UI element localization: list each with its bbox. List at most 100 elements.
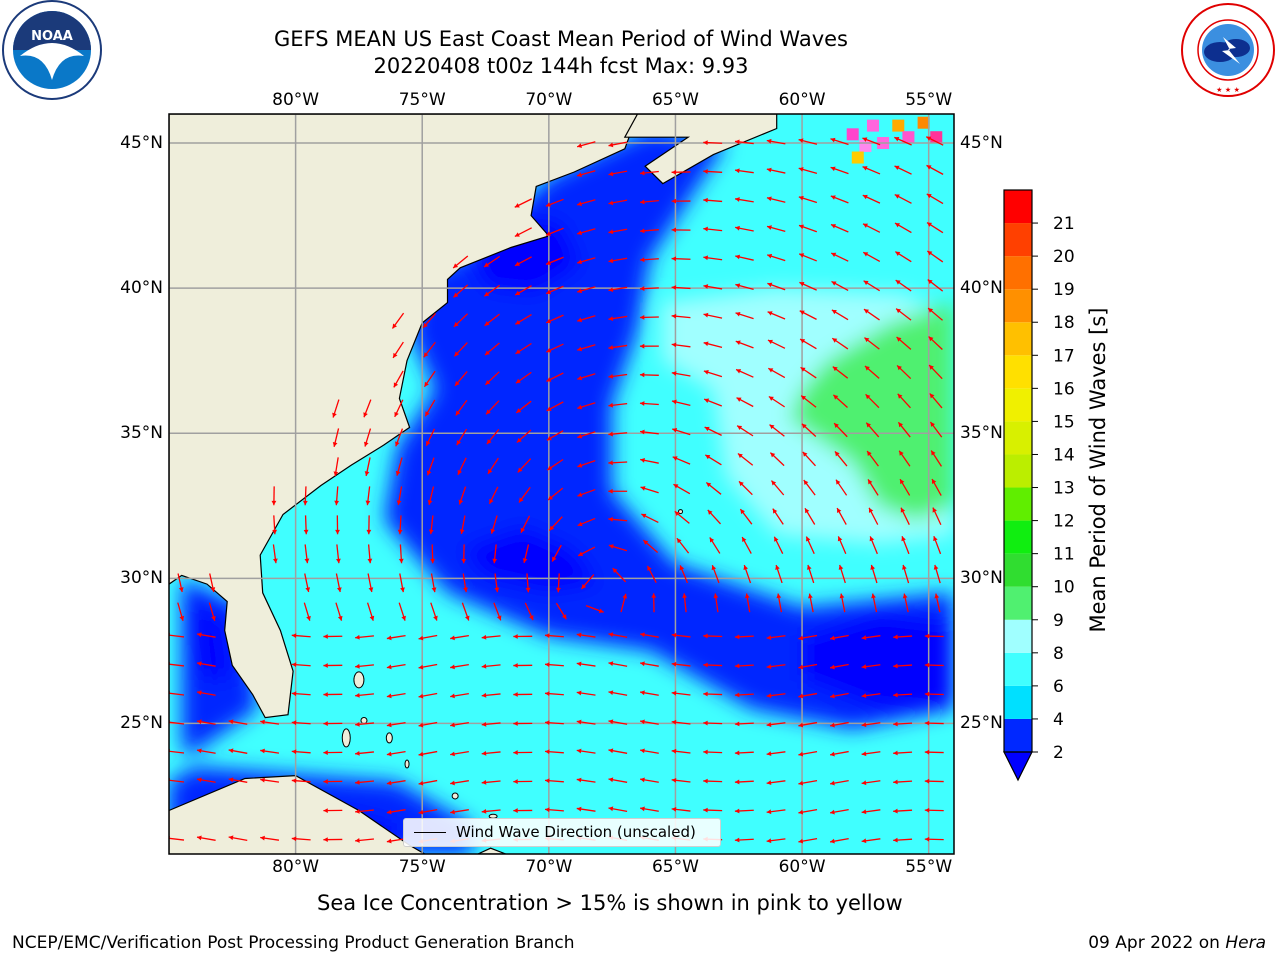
colorbar-segment [1004, 388, 1032, 422]
direction-arrowhead [671, 371, 677, 376]
vector-legend: Wind Wave Direction (unscaled) [403, 818, 721, 847]
island-5 [451, 792, 459, 800]
lat-tick-label-left: 45°N [120, 133, 163, 154]
direction-arrowhead [929, 393, 935, 399]
direction-arrowhead [802, 451, 808, 457]
direction-arrowhead [772, 508, 778, 514]
direction-arrowhead [515, 320, 521, 325]
direction-arrowhead [336, 558, 341, 564]
direction-arrowhead [871, 593, 876, 599]
direction-arrow [169, 692, 185, 696]
island-1 [341, 728, 351, 748]
direction-arrowhead [178, 587, 184, 592]
direction-arrowhead [926, 193, 932, 199]
direction-arrowhead [577, 201, 583, 206]
direction-arrowhead [744, 593, 750, 599]
direction-arrowhead [830, 751, 835, 757]
direction-arrowhead [864, 365, 870, 371]
direction-arrowhead [393, 382, 399, 388]
direction-arrowhead [196, 719, 202, 725]
direction-arrowhead [418, 693, 424, 699]
direction-arrowhead [837, 536, 843, 542]
direction-arrowhead [643, 540, 649, 545]
lon-tick-label-bottom: 65°W [651, 857, 699, 877]
colorbar-segment [1004, 322, 1032, 356]
direction-arrowhead [798, 838, 804, 844]
direction-arrowhead [608, 806, 614, 812]
direction-arrowhead [545, 807, 550, 813]
direction-arrowhead [734, 808, 740, 814]
direction-arrowhead [640, 632, 645, 638]
direction-arrowhead [735, 283, 741, 288]
direction-arrowhead [894, 194, 900, 199]
direction-arrowhead [494, 587, 500, 593]
direction-arrowhead [464, 615, 470, 621]
direction-arrowhead [774, 536, 779, 542]
direction-arrowhead [805, 508, 810, 514]
direction-arrowhead [481, 663, 487, 669]
direction-arrowhead [924, 662, 930, 668]
direction-arrowhead [228, 748, 234, 754]
direction-arrowhead [640, 806, 645, 812]
direction-arrowhead [490, 528, 496, 534]
direction-arrowhead [639, 401, 645, 406]
direction-arrowhead [798, 138, 804, 143]
lat-tick-label-right: 25°N [960, 713, 1003, 734]
direction-arrowhead [397, 529, 403, 535]
direction-arrowhead [196, 632, 202, 638]
direction-arrowhead [640, 458, 645, 463]
direction-arrowhead [291, 662, 297, 668]
direction-arrowhead [450, 780, 455, 786]
colorbar-tick-label: 12 [1053, 512, 1075, 532]
direction-arrowhead [426, 470, 432, 476]
direction-arrowhead [776, 593, 782, 599]
sea-ice-patch-0 [846, 128, 859, 141]
direction-arrowhead [861, 780, 867, 786]
direction-arrowhead [332, 412, 337, 418]
direction-arrowhead [865, 394, 871, 400]
direction-arrowhead [861, 722, 867, 728]
sea-ice-patch-4 [902, 131, 915, 144]
lat-tick-label-left: 35°N [120, 423, 163, 444]
direction-arrowhead [902, 564, 907, 570]
direction-arrowhead [608, 258, 614, 264]
direction-arrowhead [897, 365, 902, 371]
direction-arrowhead [291, 691, 297, 697]
direction-arrowhead [457, 469, 462, 475]
direction-arrowhead [486, 439, 492, 445]
direction-arrowhead [734, 692, 740, 698]
land-layer [169, 114, 778, 854]
direction-arrowhead [427, 500, 433, 505]
direction-arrowhead [705, 454, 711, 460]
direction-arrowhead [459, 529, 465, 535]
direction-arrowhead [355, 692, 360, 698]
direction-arrowhead [830, 809, 835, 815]
direction-arrowhead [513, 750, 518, 755]
colorbar-segment [1004, 652, 1032, 686]
direction-arrowhead [862, 194, 868, 200]
direction-arrowhead [867, 451, 872, 456]
direction-arrowhead [703, 341, 709, 347]
colorbar-segment [1004, 355, 1032, 389]
direction-arrowhead [366, 529, 372, 535]
direction-arrowhead [861, 809, 867, 815]
direction-arrowhead [671, 198, 676, 204]
direction-arrowhead [576, 719, 582, 725]
us-mainland [169, 114, 639, 719]
lon-tick-label-top: 75°W [398, 90, 446, 110]
direction-arrowhead [933, 564, 939, 570]
direction-arrowhead [831, 309, 837, 315]
direction-arrowhead [545, 720, 550, 726]
direction-arrowhead [838, 564, 844, 570]
direction-arrowhead [798, 693, 804, 699]
direction-arrowhead [514, 232, 520, 237]
lon-tick-label-top: 55°W [905, 90, 953, 110]
direction-arrowhead [522, 558, 528, 563]
direction-arrowhead [608, 316, 614, 321]
direction-arrowhead [608, 632, 614, 638]
direction-arrowhead [556, 587, 561, 593]
direction-arrowhead [861, 693, 867, 699]
direction-arrowhead [703, 284, 709, 289]
direction-arrowhead [608, 431, 613, 437]
direction-arrowhead [674, 511, 680, 517]
